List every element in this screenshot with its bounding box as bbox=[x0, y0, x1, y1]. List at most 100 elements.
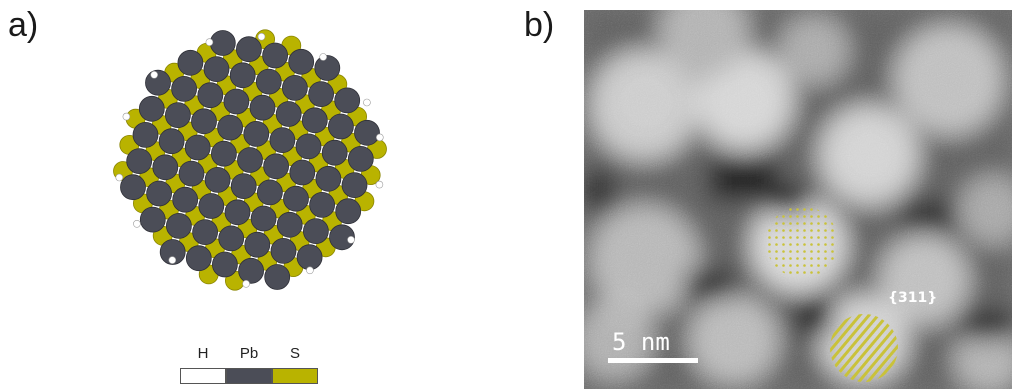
pb-atom bbox=[145, 69, 171, 96]
h-atom bbox=[150, 70, 159, 79]
pb-atom bbox=[152, 154, 179, 181]
pb-atom bbox=[334, 87, 361, 114]
pb-atom bbox=[315, 165, 342, 192]
pb-atom bbox=[301, 107, 328, 134]
pb-atom bbox=[171, 76, 197, 102]
pb-atom bbox=[235, 36, 262, 63]
pb-atom bbox=[243, 121, 270, 147]
tem-micrograph bbox=[584, 10, 1012, 389]
pb-atom bbox=[335, 198, 362, 225]
pb-atom bbox=[120, 174, 146, 201]
micrograph-texture bbox=[584, 10, 1012, 389]
pb-atom bbox=[309, 191, 336, 218]
pb-atom bbox=[146, 180, 172, 207]
lattice-overlay-dots bbox=[766, 206, 838, 278]
legend-swatch-h bbox=[180, 368, 226, 384]
pb-atom bbox=[321, 139, 348, 166]
pb-atom bbox=[289, 159, 316, 186]
pb-atom bbox=[327, 113, 354, 140]
legend-label-s: S bbox=[289, 345, 300, 362]
pb-atom bbox=[283, 185, 309, 212]
pb-atom bbox=[276, 211, 303, 238]
pb-atom bbox=[178, 160, 205, 187]
pb-atom bbox=[347, 145, 374, 172]
pb-atom bbox=[138, 95, 165, 122]
pb-atom bbox=[166, 212, 192, 239]
pb-atom bbox=[237, 147, 263, 173]
h-atom bbox=[122, 112, 131, 121]
legend-label-pb: Pb bbox=[239, 345, 259, 362]
pb-atom bbox=[354, 119, 380, 146]
pb-atom bbox=[159, 239, 186, 265]
pb-atom bbox=[212, 251, 238, 278]
h-atom bbox=[363, 98, 371, 107]
pb-atom bbox=[197, 82, 224, 109]
nanocrystal-model bbox=[100, 20, 400, 300]
pb-atom bbox=[218, 225, 245, 252]
lattice-overlay-stripes bbox=[830, 314, 898, 382]
pb-atom bbox=[191, 108, 217, 135]
legend-swatch-pb bbox=[226, 368, 272, 384]
pb-atom bbox=[314, 55, 341, 81]
h-atom bbox=[375, 133, 384, 142]
pb-atom bbox=[184, 134, 211, 161]
pb-atom bbox=[203, 56, 230, 82]
micrograph-image bbox=[584, 10, 1012, 389]
pb-atom bbox=[217, 114, 244, 141]
pb-atom bbox=[264, 264, 291, 290]
pb-atom bbox=[165, 102, 191, 128]
pb-atom bbox=[223, 88, 250, 115]
legend-swatch-s bbox=[272, 368, 318, 384]
atom-legend: H Pb S bbox=[180, 345, 320, 387]
pb-atom bbox=[209, 30, 236, 56]
pb-atom bbox=[296, 244, 323, 271]
pb-atom bbox=[250, 205, 277, 232]
h-atom bbox=[242, 279, 250, 288]
h-atom bbox=[306, 266, 314, 275]
pb-atom bbox=[275, 101, 302, 127]
panel-b-label: b) bbox=[524, 6, 555, 44]
pb-atom bbox=[230, 173, 257, 200]
nanocrystal-atoms bbox=[113, 29, 387, 291]
h-atom bbox=[205, 38, 214, 47]
scale-bar bbox=[608, 358, 698, 363]
pb-atom bbox=[256, 179, 283, 206]
pb-atom bbox=[244, 231, 271, 258]
pb-atom bbox=[269, 127, 296, 153]
pb-atom bbox=[263, 153, 290, 180]
pb-atom bbox=[224, 199, 251, 226]
h-atom bbox=[347, 236, 355, 244]
h-atom bbox=[257, 32, 266, 41]
pb-atom bbox=[255, 68, 282, 95]
pb-atom bbox=[281, 75, 308, 101]
pb-atom bbox=[238, 257, 265, 284]
pb-atom bbox=[126, 148, 153, 175]
pb-atom bbox=[132, 122, 159, 148]
pb-atom bbox=[270, 237, 297, 264]
pb-atom bbox=[302, 218, 329, 245]
scale-bar-label: 5 nm bbox=[612, 328, 670, 356]
h-atom bbox=[319, 53, 327, 61]
panel-a-label: a) bbox=[8, 6, 39, 44]
pb-atom bbox=[172, 186, 199, 213]
pb-atom bbox=[295, 133, 322, 160]
pb-atom bbox=[229, 62, 256, 89]
h-atom bbox=[133, 220, 141, 228]
pb-atom bbox=[249, 94, 276, 121]
pb-atom bbox=[192, 219, 218, 246]
pb-atom bbox=[308, 81, 335, 107]
pb-atom bbox=[139, 206, 166, 233]
h-atom bbox=[115, 173, 124, 182]
pb-atom bbox=[211, 140, 237, 167]
h-atom bbox=[375, 180, 384, 189]
pb-atom bbox=[262, 42, 289, 69]
pb-atom bbox=[198, 193, 225, 219]
pb-atom bbox=[341, 172, 368, 199]
legend-label-h: H bbox=[197, 345, 209, 362]
crystal-plane-label: {311} bbox=[888, 290, 938, 306]
pb-atom bbox=[288, 48, 315, 75]
pb-atom bbox=[185, 245, 212, 272]
pb-atom bbox=[329, 224, 355, 251]
h-atom bbox=[168, 256, 177, 264]
pb-atom bbox=[204, 166, 231, 193]
